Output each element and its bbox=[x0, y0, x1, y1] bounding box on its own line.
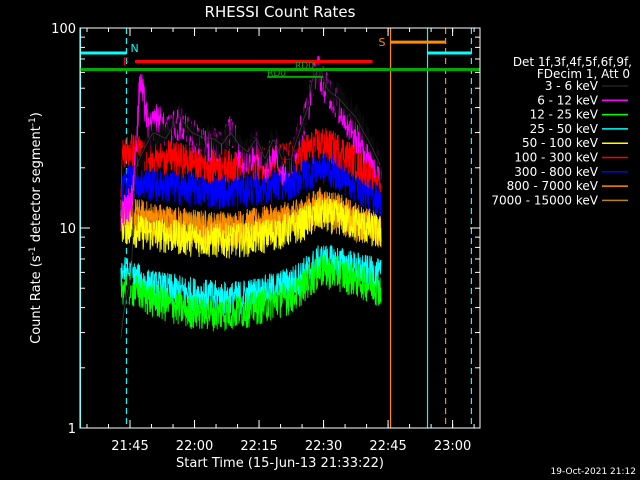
series-6-line bbox=[120, 150, 382, 217]
axis-ticks: 21:45 22:00 22:15 22:30 22:45 23:00 1 10 100 bbox=[51, 22, 480, 454]
series-0-line bbox=[120, 54, 382, 336]
y-axis-label-sup2: -1 bbox=[28, 117, 38, 126]
x-tick-label-5: 23:00 bbox=[434, 439, 471, 454]
legend-entry-4: 50 - 100 keV bbox=[522, 136, 599, 150]
y-tick-label-1: 10 bbox=[59, 222, 76, 237]
legend-entry-6: 300 - 800 keV bbox=[514, 165, 598, 179]
y-tick-label-2: 100 bbox=[51, 22, 76, 37]
x-tick-label-2: 22:15 bbox=[240, 439, 277, 454]
legend-header-1: Det 1f,3f,4f,5f,6f,9f, bbox=[513, 55, 632, 69]
footer-timestamp: 19-Oct-2021 21:12 bbox=[551, 467, 636, 477]
series-3-line bbox=[120, 244, 382, 317]
y-tick-label-0: 1 bbox=[68, 422, 76, 437]
y-axis-label: Count Rate (s-1 detector segment-1) bbox=[28, 112, 44, 344]
y-axis-label-prefix: Count Rate (s bbox=[29, 255, 44, 344]
x-tick-label-3: 22:30 bbox=[305, 439, 342, 454]
series-7-line bbox=[120, 187, 382, 247]
x-tick-label-4: 22:45 bbox=[369, 439, 406, 454]
x-tick-label-0: 21:45 bbox=[111, 439, 148, 454]
legend-entry-7: 800 - 7000 keV bbox=[507, 179, 599, 193]
y-axis-label-suffix: ) bbox=[29, 112, 44, 117]
legend: Det 1f,3f,4f,5f,6f,9f, FDecim 1, Att 0 3… bbox=[491, 55, 632, 207]
legend-entry-1: 6 - 12 keV bbox=[537, 93, 599, 107]
annotation-label-1: RD0 bbox=[295, 62, 314, 72]
legend-header-2: FDecim 1, Att 0 bbox=[537, 67, 630, 81]
series-0-guide bbox=[120, 69, 381, 339]
series-4-line bbox=[120, 196, 382, 259]
bar-label-F: F bbox=[123, 55, 129, 68]
legend-entry-3: 25 - 50 keV bbox=[530, 122, 599, 136]
chart-title: RHESSI Count Rates bbox=[205, 3, 356, 21]
y-axis-label-mid: detector segment bbox=[29, 126, 44, 246]
plot-area: NF S RD0 RD0 bbox=[79, 28, 480, 428]
legend-entry-0: 3 - 6 keV bbox=[545, 79, 599, 93]
bar-label-S: S bbox=[379, 36, 386, 49]
annotation-label-0: RD0 bbox=[267, 69, 286, 79]
series-2-line bbox=[120, 254, 382, 332]
bar-label-N: N bbox=[130, 42, 138, 55]
legend-entry-5: 100 - 300 keV bbox=[514, 151, 598, 165]
x-axis-label: Start Time (15-Jun-13 21:33:22) bbox=[176, 456, 384, 471]
y-axis-label-sup: -1 bbox=[28, 246, 38, 255]
legend-entry-8: 7000 - 15000 keV bbox=[491, 193, 598, 207]
x-tick-label-1: 22:00 bbox=[176, 439, 213, 454]
legend-entry-2: 12 - 25 keV bbox=[530, 108, 599, 122]
